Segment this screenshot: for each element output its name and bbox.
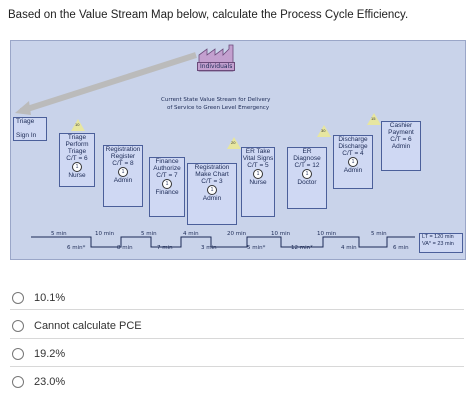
process-authorize: Finance Authorize C/T = 7 1 Finance — [149, 157, 185, 217]
process-vital-signs: ER Take Vital Signs C/T = 5 1 Nurse — [241, 147, 275, 217]
radio-icon[interactable] — [12, 348, 24, 360]
va-time: 7 min — [157, 245, 173, 251]
vsm-title-2: of Service to Green Level Emergency — [167, 105, 270, 111]
wait-time: 5 min — [141, 231, 157, 237]
flow-arrow-icon — [15, 52, 197, 115]
process-diagnose: ER Diagnose C/T = 12 1 Doctor — [287, 147, 327, 209]
wait-time: 10 min — [271, 231, 291, 237]
radio-icon[interactable] — [12, 376, 24, 388]
wait-time: 4 min — [183, 231, 199, 237]
question-text: Based on the Value Stream Map below, cal… — [8, 9, 409, 21]
va-time: 3 min — [201, 245, 217, 251]
divider — [10, 366, 464, 367]
va-time: 6 min* — [67, 245, 86, 251]
process-payment: Cashier Payment C/T = 6 Admin — [381, 121, 421, 171]
wait-time: 5 min — [371, 231, 387, 237]
divider — [10, 338, 464, 339]
wait-time: 20 min — [227, 231, 247, 237]
va-time: 12 min* — [291, 245, 313, 251]
vsm-title-1: Current State Value Stream for Delivery — [161, 97, 271, 103]
totals-box: LT = 120 min VA* = 23 min — [419, 233, 463, 253]
value-stream-map: Individuals Current State Value Stream f… — [10, 40, 466, 260]
radio-icon[interactable] — [12, 292, 24, 304]
wait-time: 10 min — [317, 231, 337, 237]
option-a[interactable]: 10.1% — [12, 290, 65, 306]
inventory-icon: 10 — [71, 119, 85, 131]
va-time: 6 min — [393, 245, 409, 251]
option-d[interactable]: 23.0% — [12, 374, 65, 390]
va-time: 4 min — [341, 245, 357, 251]
divider — [10, 309, 464, 310]
process-discharge: Discharge Discharge C/T = 4 1 Admin — [333, 135, 373, 189]
supplier-label: Individuals — [197, 62, 236, 71]
inventory-icon: 30 — [317, 125, 331, 137]
wait-time: 10 min — [95, 231, 115, 237]
process-perform-triage: Triage Perform Triage C/T = 6 1 Nurse — [59, 133, 95, 187]
process-triage-signin: Triage Sign In — [13, 117, 47, 141]
va-time: 5 min* — [247, 245, 266, 251]
timeline — [31, 236, 415, 248]
inventory-icon: 15 — [367, 113, 381, 125]
inventory-icon: 20 — [227, 137, 241, 149]
process-register: Registration Register C/T = 8 1 Admin — [103, 145, 143, 207]
option-c[interactable]: 19.2% — [12, 346, 65, 362]
option-b[interactable]: Cannot calculate PCE — [12, 318, 142, 334]
va-time: 8 min — [117, 245, 133, 251]
process-make-chart: Registration Make Chart C/T = 3 1 Admin — [187, 163, 237, 225]
wait-time: 5 min — [51, 231, 67, 237]
radio-icon[interactable] — [12, 320, 24, 332]
